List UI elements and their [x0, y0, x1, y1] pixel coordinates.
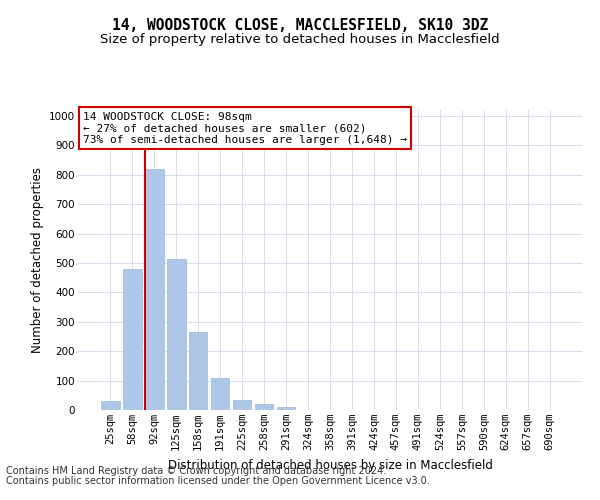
- Bar: [233, 400, 251, 410]
- Text: 14 WOODSTOCK CLOSE: 98sqm
← 27% of detached houses are smaller (602)
73% of semi: 14 WOODSTOCK CLOSE: 98sqm ← 27% of detac…: [83, 112, 407, 144]
- Text: 14, WOODSTOCK CLOSE, MACCLESFIELD, SK10 3DZ: 14, WOODSTOCK CLOSE, MACCLESFIELD, SK10 …: [112, 18, 488, 32]
- Bar: [189, 332, 208, 410]
- Text: Contains HM Land Registry data © Crown copyright and database right 2024.: Contains HM Land Registry data © Crown c…: [6, 466, 386, 476]
- Bar: [101, 401, 119, 410]
- Bar: [167, 258, 185, 410]
- Bar: [255, 404, 274, 410]
- Text: Size of property relative to detached houses in Macclesfield: Size of property relative to detached ho…: [100, 32, 500, 46]
- Bar: [277, 407, 295, 410]
- Y-axis label: Number of detached properties: Number of detached properties: [31, 167, 44, 353]
- X-axis label: Distribution of detached houses by size in Macclesfield: Distribution of detached houses by size …: [167, 458, 493, 471]
- Text: Contains public sector information licensed under the Open Government Licence v3: Contains public sector information licen…: [6, 476, 430, 486]
- Bar: [123, 269, 142, 410]
- Bar: [211, 378, 229, 410]
- Bar: [145, 169, 164, 410]
